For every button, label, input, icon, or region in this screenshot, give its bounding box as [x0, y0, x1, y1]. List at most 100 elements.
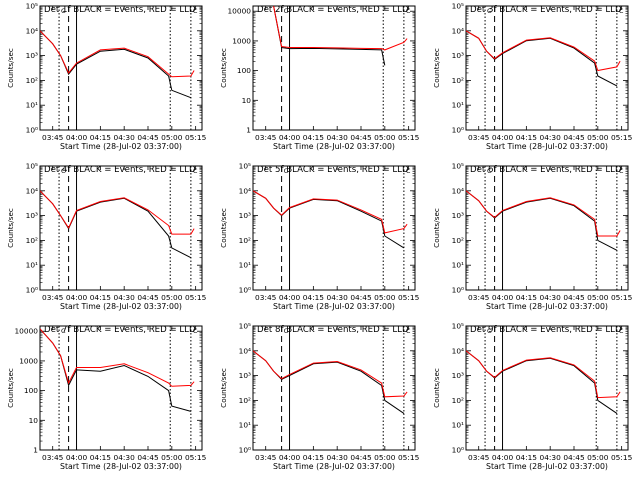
- corner-mark: C: [619, 167, 624, 175]
- corner-mark: C: [284, 327, 289, 335]
- corner-mark: C: [193, 7, 198, 15]
- panel-det-2: 03:45 04:00 04:15 04:30 04:45 05:00 05:15 1 10 10…: [219, 5, 420, 151]
- x-tick-label: 04:00: [66, 293, 88, 302]
- y-tick-label: 10000: [14, 327, 38, 336]
- plot-frame: [39, 325, 203, 451]
- y-tick-label: 10¹: [239, 421, 251, 430]
- x-tick-label: 04:00: [279, 453, 301, 462]
- y-tick-label: 10⁴: [452, 346, 464, 355]
- panel-title: Det 8f BLACK = Events, RED = LLD: [257, 325, 409, 335]
- series-events: [40, 190, 192, 259]
- y-tick-label: 10²: [452, 396, 464, 405]
- x-tick-label: 03:45: [255, 133, 277, 142]
- x-tick-label: 04:45: [350, 453, 372, 462]
- corner-mark: C: [61, 167, 66, 175]
- series-events: [466, 350, 618, 414]
- y-tick-label: 10⁵: [452, 162, 464, 171]
- corner-mark: C: [193, 327, 198, 335]
- x-tick-label: 05:15: [185, 453, 207, 462]
- x-axis-label: Start Time (28-Jul-02 03:37:00): [486, 462, 608, 471]
- x-tick-label: 04:15: [516, 453, 538, 462]
- series-lld: [466, 190, 621, 237]
- panel-det-6: 03:45 04:00 04:15 04:30 04:45 05:00 05:15 10⁰ 10…: [432, 162, 633, 312]
- x-axis-label: Start Time (28-Jul-02 03:37:00): [60, 142, 182, 151]
- series-lld: [40, 190, 195, 235]
- x-tick-label: 04:00: [492, 293, 514, 302]
- x-tick-label: 05:15: [611, 453, 633, 462]
- x-tick-label: 04:45: [563, 133, 585, 142]
- x-tick-label: 04:00: [279, 133, 301, 142]
- y-tick-label: 10: [242, 96, 252, 105]
- series-lld: [253, 190, 408, 234]
- corner-mark: C: [487, 7, 492, 15]
- series-events: [40, 328, 192, 412]
- y-tick-label: 10⁵: [26, 2, 38, 11]
- y-tick-label: 10³: [26, 51, 38, 60]
- x-tick-label: 04:45: [563, 293, 585, 302]
- x-tick-label: 04:30: [540, 453, 562, 462]
- plot-frame: [39, 5, 203, 131]
- x-axis-label: Start Time (28-Jul-02 03:37:00): [273, 462, 395, 471]
- x-tick-label: 04:00: [66, 133, 88, 142]
- y-tick-label: 10⁰: [239, 286, 251, 295]
- panel-title: Det 7f BLACK = Events, RED = LLD: [44, 325, 196, 335]
- x-tick-label: 04:15: [516, 293, 538, 302]
- corner-mark: C: [406, 167, 411, 175]
- x-tick-label: 05:00: [374, 453, 396, 462]
- x-tick-label: 04:30: [327, 133, 349, 142]
- series-events: [40, 30, 192, 99]
- y-tick-label: 10: [29, 416, 39, 425]
- x-tick-label: 05:15: [398, 453, 420, 462]
- panel-det-9: 03:45 04:00 04:15 04:30 04:45 05:00 05:15 10⁰ 10…: [432, 322, 633, 472]
- plot-frame: [465, 325, 629, 451]
- x-tick-label: 03:45: [42, 293, 64, 302]
- y-tick-label: 10²: [239, 396, 251, 405]
- y-tick-label: 10³: [452, 211, 464, 220]
- panel-det-3: 03:45 04:00 04:15 04:30 04:45 05:00 05:15 10⁰ 10…: [432, 2, 633, 152]
- y-tick-label: 10³: [239, 211, 251, 220]
- x-tick-label: 04:15: [90, 453, 112, 462]
- x-tick-label: 04:30: [540, 133, 562, 142]
- x-tick-label: 05:15: [611, 293, 633, 302]
- x-tick-label: 05:00: [161, 453, 183, 462]
- x-tick-label: 03:45: [255, 293, 277, 302]
- series-lld: [253, 350, 408, 398]
- x-tick-label: 05:00: [161, 133, 183, 142]
- y-tick-label: 10³: [452, 51, 464, 60]
- x-tick-label: 04:45: [137, 133, 159, 142]
- x-tick-label: 05:00: [374, 133, 396, 142]
- y-tick-label: 10²: [26, 76, 38, 85]
- plot-frame: [252, 325, 416, 451]
- y-tick-label: 10⁵: [239, 322, 251, 331]
- y-axis-label: Counts/sec: [219, 208, 228, 248]
- y-tick-label: 10⁵: [239, 162, 251, 171]
- x-tick-label: 05:00: [587, 293, 609, 302]
- x-tick-label: 05:00: [374, 293, 396, 302]
- panel-det-7: 03:45 04:00 04:15 04:30 04:45 05:00 05:15 1 10 10…: [6, 325, 207, 471]
- x-tick-label: 03:45: [468, 293, 490, 302]
- y-tick-label: 10⁰: [452, 126, 464, 135]
- panel-title: Det 2f BLACK = Events, RED = LLD: [257, 5, 409, 15]
- y-tick-label: 100: [24, 386, 38, 395]
- x-tick-label: 03:45: [468, 133, 490, 142]
- y-tick-label: 10⁴: [239, 346, 251, 355]
- y-tick-label: 10³: [26, 211, 38, 220]
- y-axis-label: Counts/sec: [432, 48, 441, 88]
- y-tick-label: 1000: [232, 36, 251, 45]
- y-axis-label: Counts/sec: [6, 208, 15, 248]
- y-tick-label: 10⁰: [452, 286, 464, 295]
- corner-mark: C: [61, 7, 66, 15]
- series-events: [253, 350, 405, 414]
- y-tick-label: 10³: [452, 371, 464, 380]
- y-tick-label: 10²: [452, 236, 464, 245]
- y-tick-label: 10⁴: [452, 186, 464, 195]
- x-tick-label: 04:15: [90, 133, 112, 142]
- series-lld: [40, 328, 195, 387]
- x-tick-label: 05:00: [161, 293, 183, 302]
- x-tick-label: 03:45: [42, 453, 64, 462]
- x-tick-label: 04:45: [350, 293, 372, 302]
- x-tick-label: 05:15: [185, 293, 207, 302]
- panel-title: Det 1f BLACK = Events, RED = LLD: [44, 5, 196, 15]
- y-tick-label: 10⁴: [239, 186, 251, 195]
